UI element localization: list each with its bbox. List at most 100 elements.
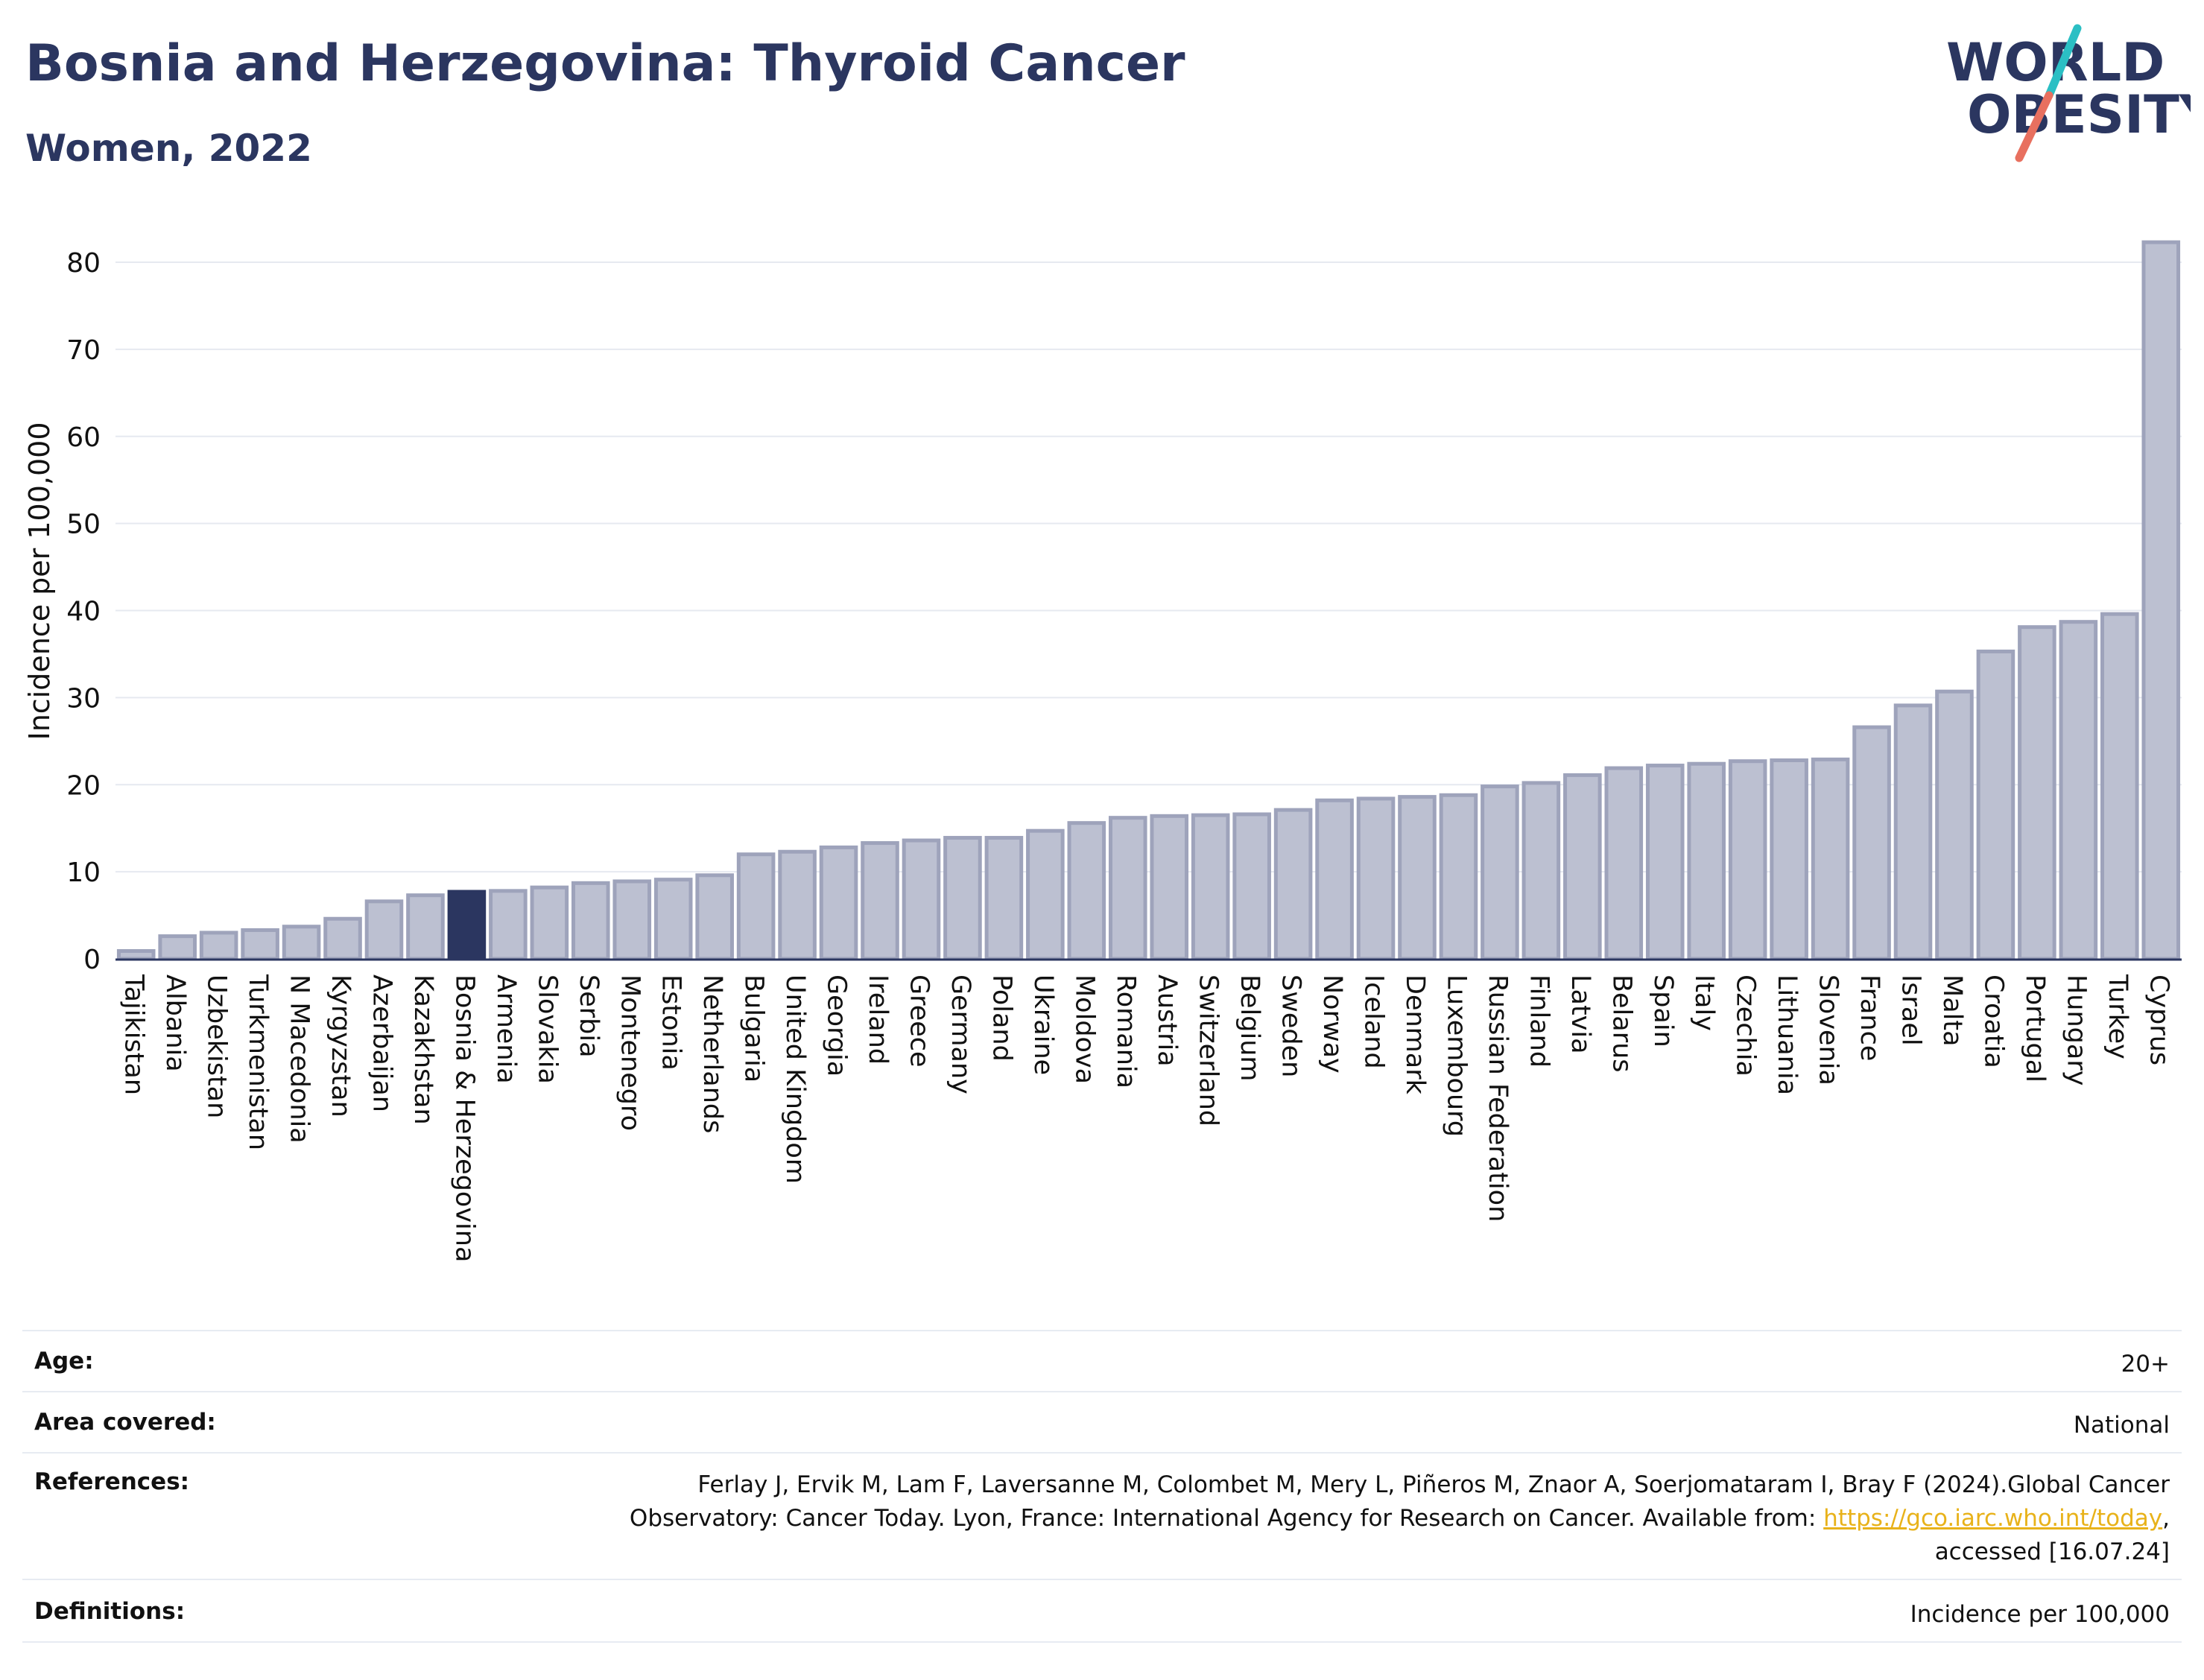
x-tick-label: Poland	[987, 974, 1016, 1062]
x-tick-label: Hungary	[2061, 974, 2091, 1085]
x-tick-label: Czechia	[1731, 974, 1761, 1077]
chart-title: Bosnia and Herzegovina: Thyroid Cancer	[25, 34, 1185, 93]
y-tick-label: 10	[66, 858, 101, 888]
bar-spain	[1645, 764, 1685, 961]
bar-georgia	[819, 845, 858, 961]
x-tick-label: Uzbekistan	[202, 974, 232, 1118]
chart-subtitle: Women, 2022	[25, 127, 312, 170]
y-axis-ticks: 0 10 20 30 40 50 60 70 80	[66, 248, 101, 975]
meta-row-references: References: Ferlay J, Ervik M, Lam F, La…	[22, 1452, 2182, 1579]
age-label: Age:	[34, 1348, 94, 1375]
x-tick-label: Luxembourg	[1441, 974, 1471, 1137]
x-tick-label: United Kingdom	[780, 974, 810, 1184]
bar-serbia	[571, 881, 610, 961]
bar-finland	[1521, 781, 1561, 961]
y-tick-label: 0	[83, 945, 101, 975]
x-tick-label: Belgium	[1235, 974, 1264, 1082]
bar-cyprus	[2141, 240, 2181, 961]
bar-united-kingdom	[778, 849, 817, 961]
bar-belarus	[1604, 766, 1644, 961]
bar-germany	[943, 836, 982, 961]
x-tick-label: Belarus	[1606, 974, 1636, 1073]
x-tick-label: Romania	[1111, 974, 1141, 1088]
x-tick-label: Bulgaria	[739, 974, 769, 1083]
x-tick-label: Portugal	[2020, 974, 2050, 1083]
x-tick-label: Bosnia & Herzegovina	[449, 974, 479, 1262]
bar-tajikistan	[116, 948, 156, 961]
bar-greece	[902, 838, 941, 961]
references-line-1: Ferlay J, Ervik M, Lam F, Laversanne M, …	[697, 1471, 2170, 1498]
meta-row-definitions: Definitions: Incidence per 100,000	[22, 1579, 2182, 1643]
bar-montenegro	[612, 879, 652, 961]
x-tick-label: Estonia	[656, 974, 686, 1071]
bars	[116, 240, 2181, 961]
x-tick-label: Turkmenistan	[243, 974, 273, 1150]
x-tick-label: Malta	[1937, 974, 1967, 1047]
bar-n-macedonia	[282, 925, 321, 961]
x-tick-label: Ireland	[863, 974, 893, 1065]
bar-chart: 0 10 20 30 40 50 60 70 80 Tajikistan Albania Uzbek…	[23, 240, 2182, 1262]
x-axis-ticks: Tajikistan Albania Uzbekistan Turkmenistan N…	[119, 974, 2174, 1262]
x-tick-label: Israel	[1896, 974, 1926, 1046]
y-tick-label: 30	[66, 683, 101, 714]
x-tick-label: Azerbaijan	[367, 974, 396, 1112]
bar-luxembourg	[1439, 793, 1478, 961]
y-tick-label: 40	[66, 597, 101, 627]
x-tick-label: Slovenia	[1814, 974, 1843, 1085]
bar-czechia	[1728, 759, 1767, 961]
bar-ukraine	[1026, 828, 1065, 961]
bar-moldova	[1067, 821, 1106, 961]
bar-austria	[1150, 814, 1189, 961]
bar-azerbaijan	[364, 899, 404, 961]
x-tick-label: Montenegro	[615, 974, 645, 1131]
x-tick-label: N Macedonia	[285, 974, 314, 1144]
meta-row-age: Age: 20+	[22, 1330, 2182, 1391]
references-line-3: accessed [16.07.24]	[1934, 1538, 2170, 1565]
bar-kazakhstan	[406, 893, 445, 961]
x-tick-label: Finland	[1524, 974, 1554, 1068]
x-tick-label: France	[1855, 974, 1884, 1061]
definitions-label: Definitions:	[34, 1598, 186, 1625]
references-link[interactable]: https://gco.iarc.who.int/today	[1823, 1504, 2163, 1532]
x-tick-label: Italy	[1689, 974, 1719, 1031]
references-label: References:	[34, 1468, 190, 1495]
y-tick-label: 20	[66, 770, 101, 801]
area-value: National	[2073, 1412, 2170, 1439]
bar-romania	[1108, 816, 1147, 961]
y-tick-label: 50	[66, 510, 101, 540]
bar-france	[1852, 725, 1891, 961]
references-line-2: Observatory: Cancer Today. Lyon, France:…	[22, 1502, 2170, 1535]
x-tick-label: Armenia	[491, 974, 521, 1084]
x-tick-label: Germany	[946, 974, 975, 1094]
x-tick-label: Cyprus	[2144, 974, 2173, 1065]
x-tick-label: Sweden	[1276, 974, 1306, 1077]
x-tick-label: Switzerland	[1194, 974, 1223, 1126]
x-tick-label: Tajikistan	[119, 974, 149, 1095]
x-tick-label: Denmark	[1400, 974, 1430, 1095]
bar-latvia	[1563, 773, 1602, 961]
x-tick-label: Iceland	[1359, 974, 1389, 1069]
bar-turkey	[2100, 612, 2139, 961]
bar-portugal	[2018, 625, 2056, 961]
x-tick-label: Russian Federation	[1483, 974, 1513, 1222]
bar-estonia	[653, 878, 693, 961]
definitions-value: Incidence per 100,000	[1910, 1601, 2170, 1628]
x-tick-label: Moldova	[1069, 974, 1099, 1084]
y-axis-label: Incidence per 100,000	[23, 422, 56, 740]
x-tick-label: Spain	[1648, 974, 1678, 1047]
y-tick-label: 60	[66, 422, 101, 453]
bar-albania	[158, 934, 197, 961]
references-value: Ferlay J, Ervik M, Lam F, Laversanne M, …	[22, 1454, 2182, 1569]
x-tick-label: Serbia	[574, 974, 604, 1058]
bar-slovakia	[530, 885, 569, 961]
bar-switzerland	[1191, 813, 1230, 961]
bar-bosnia-herzegovina	[447, 890, 487, 961]
bar-sweden	[1273, 808, 1313, 961]
x-tick-label: Lithuania	[1772, 974, 1802, 1095]
bar-armenia	[489, 889, 528, 961]
y-tick-label: 80	[66, 248, 101, 279]
bar-turkmenistan	[241, 928, 279, 961]
references-line-2-suffix: ,	[2162, 1504, 2170, 1532]
x-tick-label: Croatia	[1978, 974, 2008, 1068]
x-tick-label: Turkey	[2103, 974, 2132, 1059]
